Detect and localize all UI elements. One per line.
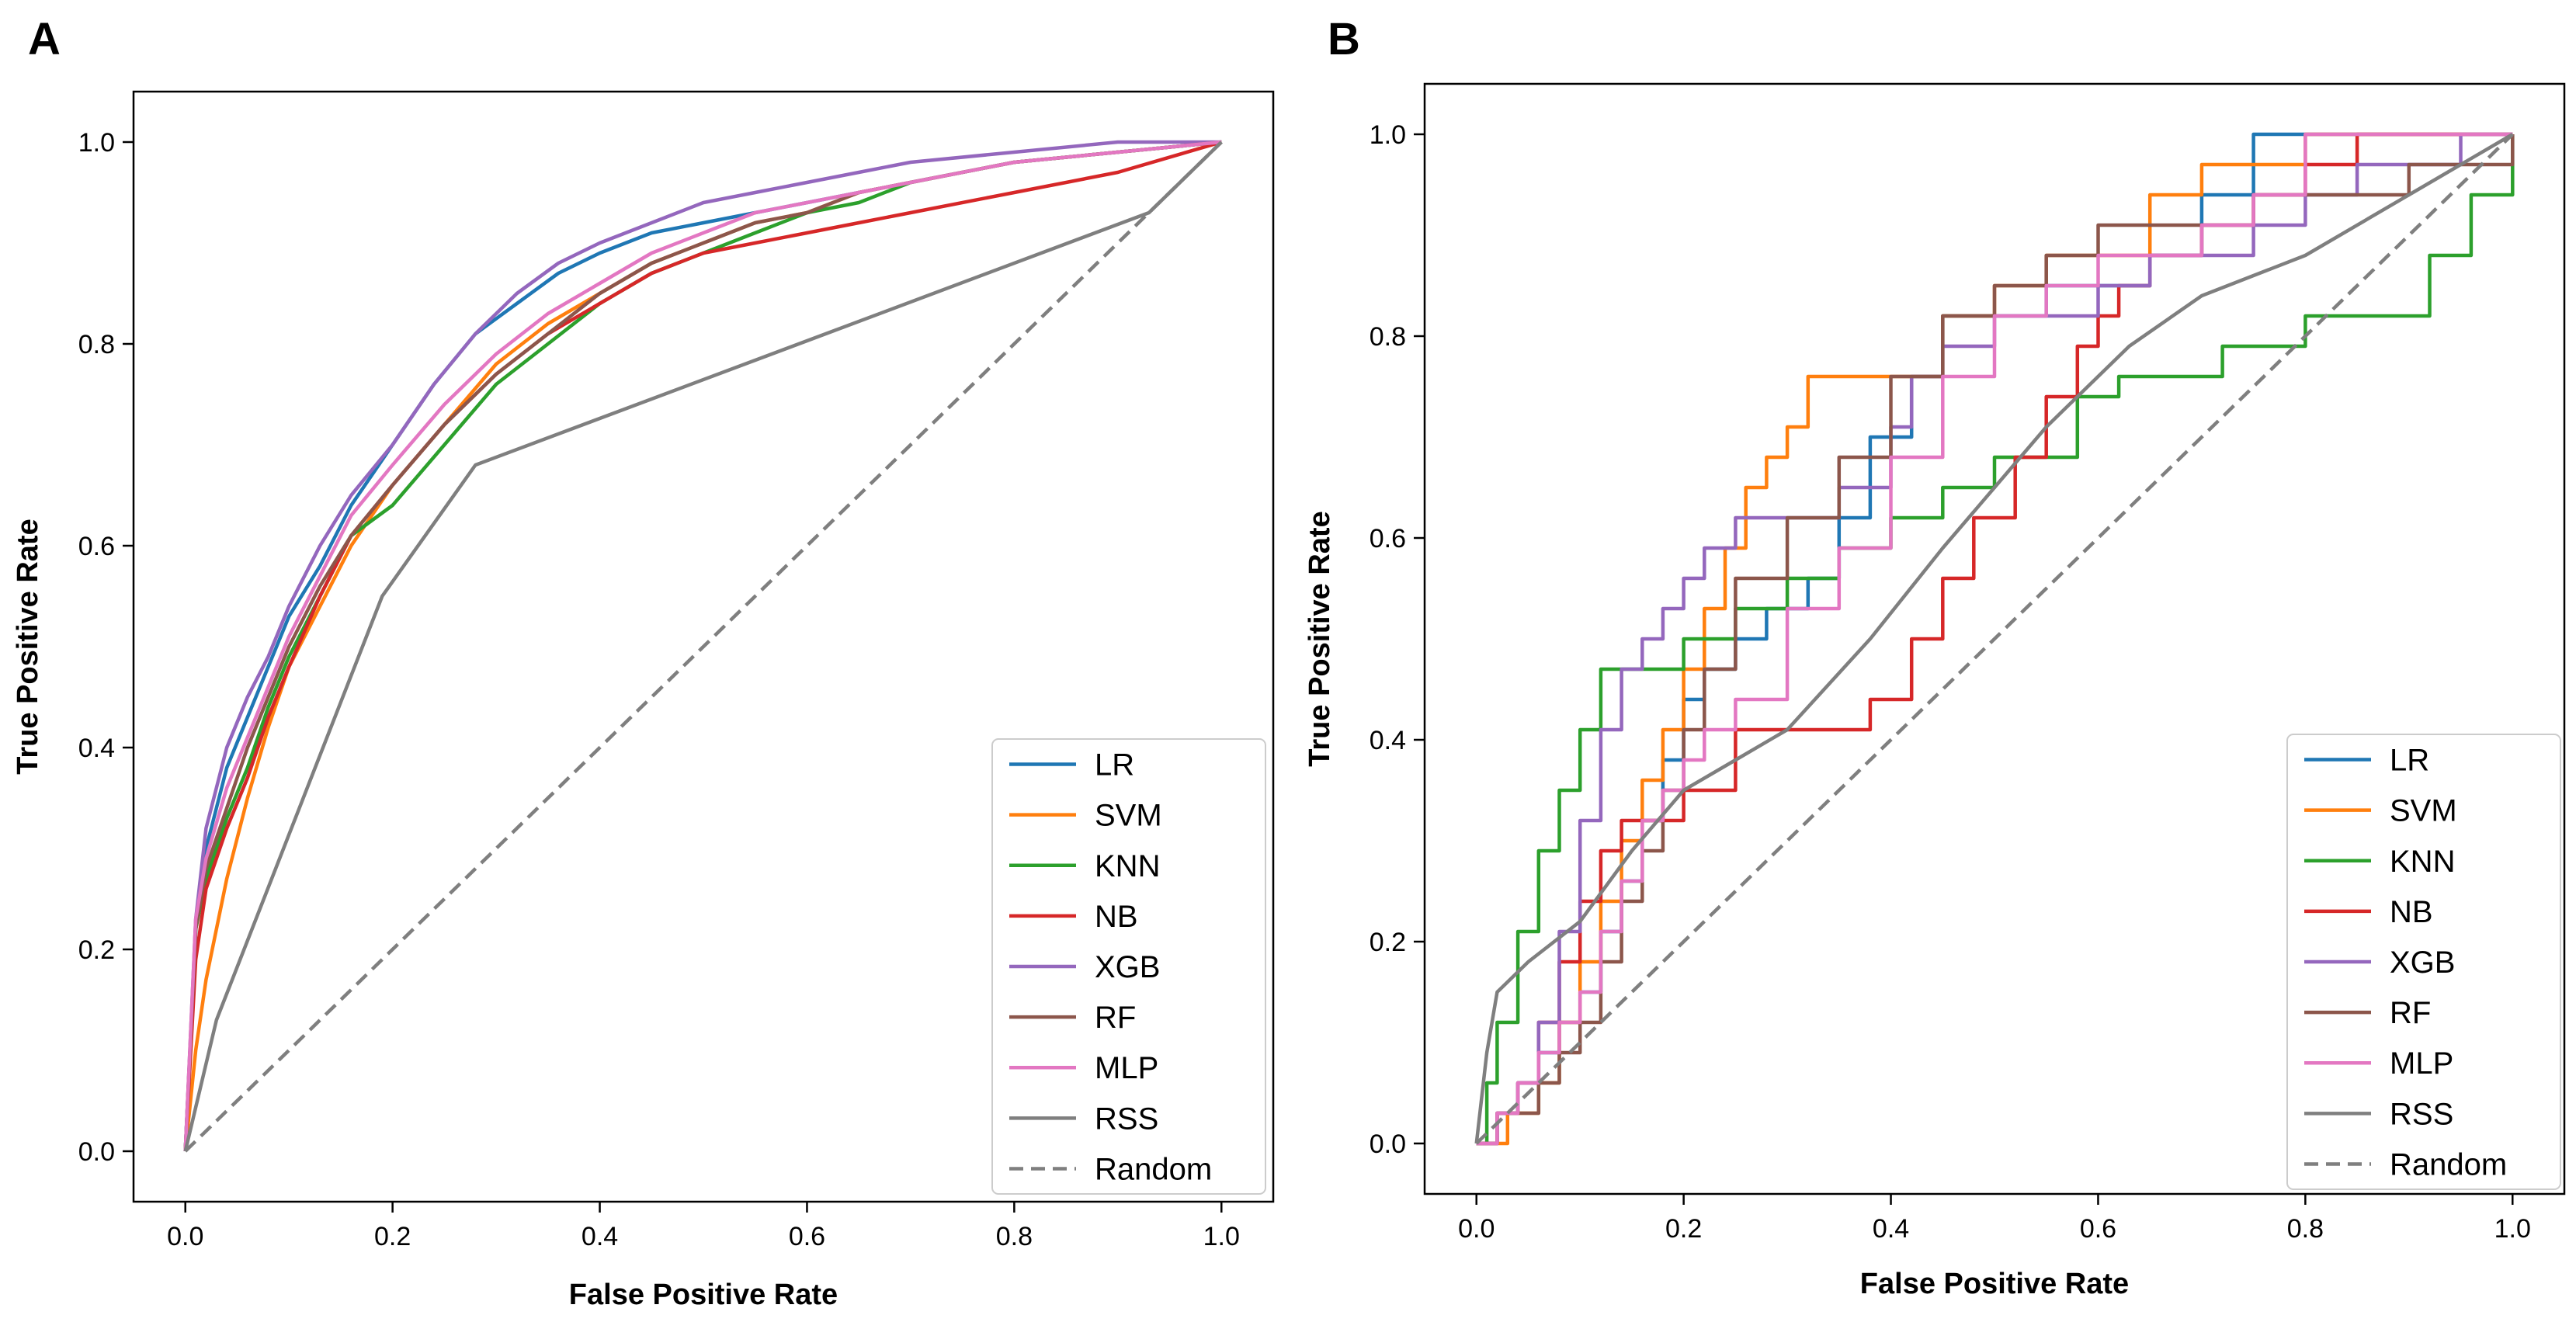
y-axis-label: True Positive Rate [1304, 511, 1336, 766]
series-line-rss [1474, 133, 2514, 1144]
legend-label-mlp: MLP [2390, 1046, 2453, 1081]
x-tick-label: 0.8 [996, 1222, 1033, 1251]
x-tick-label: 0.0 [1458, 1214, 1495, 1244]
x-tick-label: 0.4 [582, 1222, 618, 1251]
legend-label-random: Random [2390, 1147, 2507, 1182]
series-line-random [184, 141, 1223, 1153]
panel-b: B 0.0 0.2 0.4 0.6 0.8 1.0 0.0 0.2 0.4 0.6 0.8 1.0 Fal… [1304, 14, 2566, 1300]
y-tick-label: 0.8 [1370, 322, 1406, 352]
legend-box [991, 738, 1266, 1195]
legend-label-rf: RF [1095, 1001, 1136, 1035]
y-tick-label: 0.6 [1370, 524, 1406, 553]
series-line-mlp [183, 140, 1222, 1152]
x-axis-label: False Positive Rate [569, 1279, 838, 1311]
y-tick-label: 1.0 [1370, 120, 1406, 150]
axes-frame [132, 90, 1275, 1203]
y-tick-label: 0.8 [78, 330, 115, 359]
panel-label: A [28, 14, 61, 64]
series-line-svm [1476, 132, 2513, 1146]
y-tick-label: 1.0 [78, 128, 115, 158]
panel-a: A 0.0 0.2 0.4 0.6 0.8 1.0 0.0 0.2 0.4 0.6 0.8 1.0 Fal… [12, 14, 1275, 1311]
legend-label-svm: SVM [1095, 799, 1162, 833]
legend-label-knn: KNN [1095, 849, 1160, 883]
legend-label-rf: RF [2390, 996, 2431, 1030]
x-tick-label: 1.0 [2494, 1214, 2531, 1244]
legend-label-svm: SVM [2390, 794, 2457, 828]
x-tick-label: 0.6 [789, 1222, 825, 1251]
x-tick-label: 0.0 [167, 1222, 203, 1251]
plot-area [1474, 132, 2515, 1146]
panel-label: B [1328, 14, 1360, 64]
y-tick-label: 0.4 [78, 734, 115, 763]
y-tick-label: 0.6 [78, 532, 115, 561]
y-tick-label: 0.2 [1370, 928, 1406, 957]
series-line-mlp [1476, 132, 2513, 1146]
series-line-rss [183, 141, 1223, 1152]
legend-box [2286, 734, 2561, 1190]
legend-label-nb: NB [2390, 895, 2433, 929]
x-tick-label: 0.4 [1873, 1214, 1909, 1244]
y-tick-label: 0.0 [78, 1137, 115, 1167]
series-line-knn [183, 140, 1222, 1152]
legend-label-xgb: XGB [2390, 946, 2455, 980]
x-axis-label: False Positive Rate [1860, 1268, 2129, 1300]
y-tick-label: 0.0 [1370, 1129, 1406, 1159]
x-tick-label: 0.2 [1665, 1214, 1702, 1244]
x-tick-label: 0.8 [2287, 1214, 2324, 1244]
legend: LR SVM KNN NB XGB RF MLP RSS Random [991, 738, 1266, 1195]
legend-label-xgb: XGB [1095, 950, 1160, 984]
y-tick-label: 0.2 [78, 935, 115, 965]
legend-label-nb: NB [1095, 900, 1138, 934]
legend-label-rss: RSS [2390, 1097, 2453, 1131]
legend-label-lr: LR [1095, 748, 1134, 782]
x-tick-label: 1.0 [1203, 1222, 1240, 1251]
legend-label-mlp: MLP [1095, 1051, 1158, 1085]
legend-label-random: Random [1095, 1152, 1212, 1186]
y-tick-label: 0.4 [1370, 726, 1406, 755]
legend-label-lr: LR [2390, 744, 2429, 778]
plot-area [183, 140, 1223, 1153]
legend: LR SVM KNN NB XGB RF MLP RSS Random [2286, 734, 2561, 1190]
x-tick-label: 0.6 [2080, 1214, 2116, 1244]
series-line-random [1475, 133, 2514, 1145]
legend-label-knn: KNN [2390, 845, 2455, 879]
legend-label-rss: RSS [1095, 1102, 1158, 1136]
axes-frame [1423, 82, 2566, 1195]
x-tick-label: 0.2 [374, 1222, 411, 1251]
y-axis-label: True Positive Rate [12, 519, 44, 774]
series-line-xgb [183, 140, 1222, 1152]
